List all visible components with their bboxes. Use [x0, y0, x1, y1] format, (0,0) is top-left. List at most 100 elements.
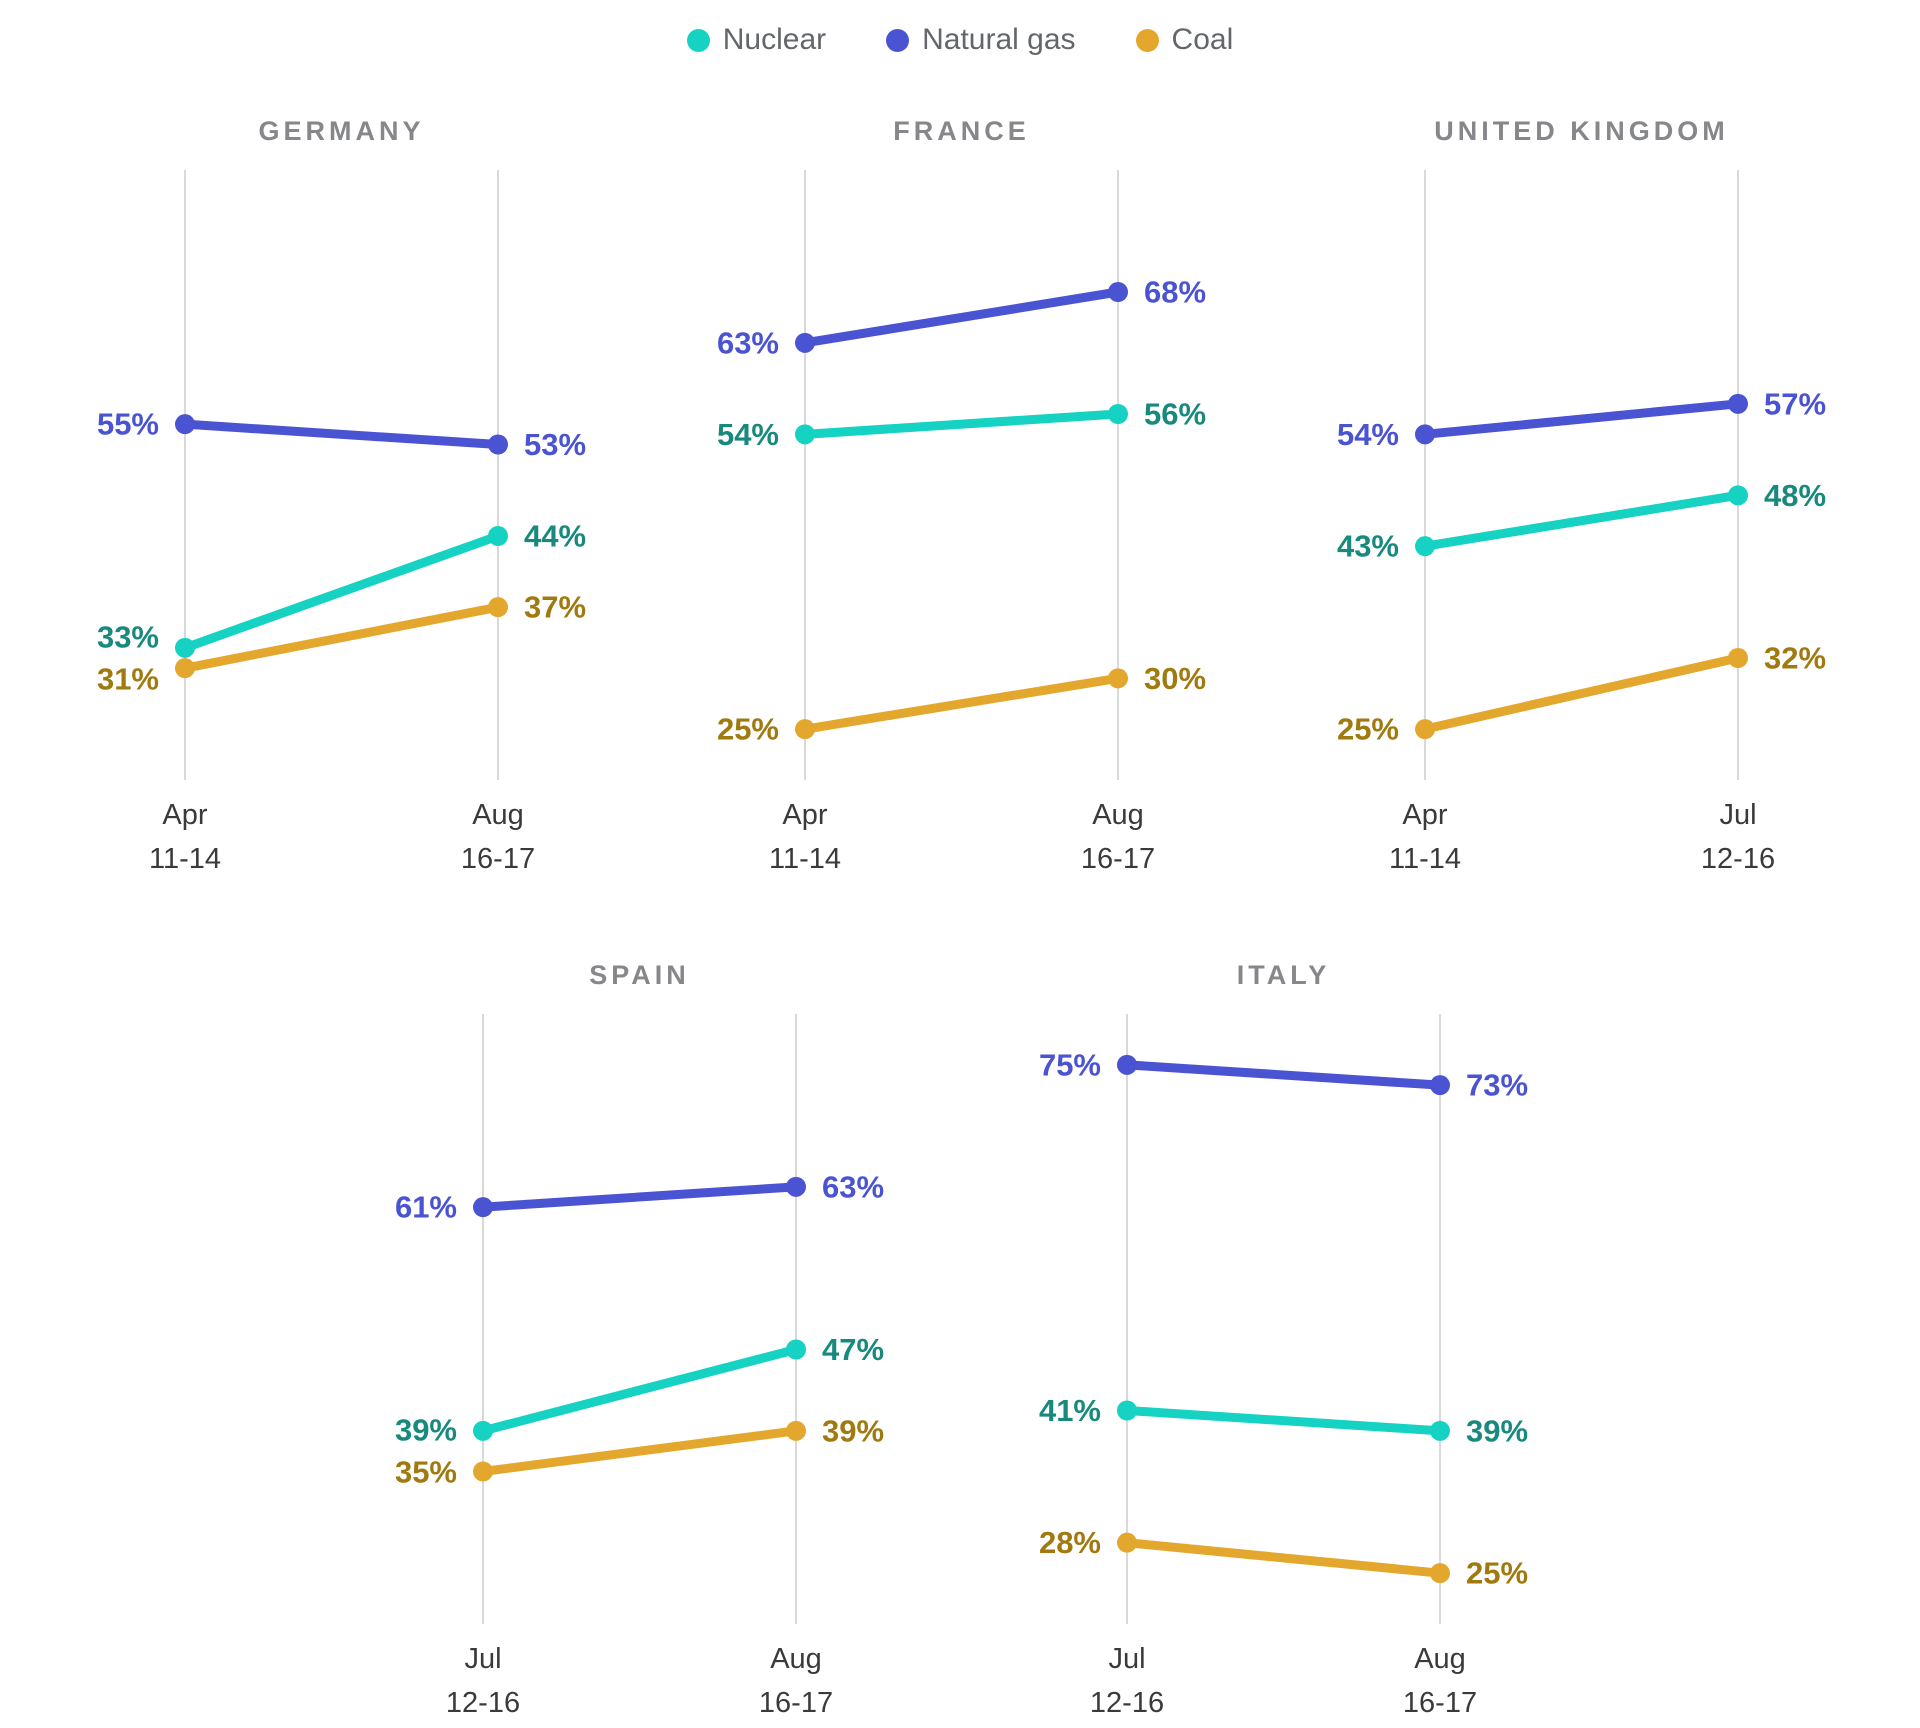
x-tick-month: Apr [162, 799, 207, 831]
chart-title: SPAIN [589, 960, 690, 990]
value-label: 63% [822, 1169, 884, 1204]
value-label: 56% [1144, 397, 1206, 432]
slope-chart-germany: GERMANY Apr 11-14 Aug 16-17 55% 33% 31% 53% 44% 37… [97, 116, 586, 875]
x-tick-days: 16-17 [1403, 1687, 1477, 1719]
nuclear-dot-icon [686, 28, 710, 52]
chart-panel-united-kingdom: UNITED KINGDOM Apr 11-14 Jul 12-16 54% 43% 25% 5… [1270, 100, 1890, 880]
x-tick-days: 16-17 [461, 843, 535, 875]
chart-panel-france: FRANCE Apr 11-14 Aug 16-17 63% 54% 25% 68% 56% 30% [650, 100, 1270, 880]
value-label: 55% [97, 407, 159, 442]
data-point [175, 414, 195, 435]
data-point [1728, 393, 1748, 414]
value-label: 30% [1144, 661, 1206, 696]
value-label: 54% [1337, 417, 1399, 452]
value-label: 32% [1764, 641, 1826, 676]
charts-row-top: GERMANY Apr 11-14 Aug 16-17 55% 33% 31% 53% 44% 37… [0, 100, 1920, 880]
value-label: 25% [717, 712, 779, 747]
x-tick-month: Apr [782, 799, 827, 831]
series-line-natural-gas [478, 1182, 801, 1212]
value-label: 25% [1337, 712, 1399, 747]
series-line-coal [180, 602, 503, 673]
series-line-natural-gas [1420, 399, 1743, 439]
data-point [1430, 1075, 1450, 1096]
data-point [786, 1339, 806, 1360]
value-label: 41% [1039, 1393, 1101, 1428]
series-line-nuclear [180, 531, 503, 653]
chart-title: UNITED KINGDOM [1434, 116, 1729, 146]
x-tick-month: Aug [770, 1643, 822, 1675]
series-line-natural-gas [1122, 1060, 1445, 1090]
data-point [473, 1420, 493, 1441]
x-tick-month: Aug [1414, 1643, 1466, 1675]
data-point [1108, 404, 1128, 424]
data-point [473, 1461, 493, 1482]
data-point [1117, 1532, 1137, 1553]
x-tick-month: Jul [1719, 799, 1756, 831]
x-tick-month: Jul [1108, 1643, 1145, 1675]
value-label: 63% [717, 325, 779, 360]
data-point [1415, 719, 1435, 740]
chart-title: FRANCE [893, 116, 1030, 146]
coal-dot-icon [1135, 28, 1159, 52]
data-point [1728, 648, 1748, 668]
legend-item-natural-gas: Natural gas [886, 23, 1076, 57]
data-point [473, 1197, 493, 1218]
value-label: 48% [1764, 478, 1826, 513]
data-point [1415, 536, 1435, 557]
value-label: 39% [1466, 1413, 1528, 1448]
legend-item-coal: Coal [1135, 23, 1233, 57]
x-tick-month: Aug [1092, 799, 1144, 831]
legend: Nuclear Natural gas Coal [0, 0, 1920, 60]
series-line-natural-gas [800, 287, 1123, 348]
series-line-coal [1122, 1538, 1445, 1578]
x-tick-month: Apr [1402, 799, 1447, 831]
value-label: 54% [717, 417, 779, 452]
value-label: 25% [1466, 1556, 1528, 1591]
legend-label-nuclear: Nuclear [722, 23, 827, 56]
data-point [488, 526, 508, 546]
value-label: 73% [1466, 1068, 1528, 1103]
data-point [786, 1420, 806, 1441]
series-line-nuclear [800, 409, 1123, 439]
data-point [488, 434, 508, 455]
series-line-coal [478, 1426, 801, 1476]
data-point [1415, 424, 1435, 445]
series-line-coal [800, 673, 1123, 734]
charts-row-bottom: SPAIN Jul 12-16 Aug 16-17 61% 39% 35% 63% 47% 39% I… [0, 944, 1920, 1724]
x-tick-month: Aug [472, 799, 524, 831]
value-label: 37% [524, 590, 586, 625]
series-line-nuclear [478, 1345, 801, 1436]
data-point [1108, 668, 1128, 689]
value-label: 28% [1039, 1525, 1101, 1560]
x-tick-days: 16-17 [759, 1687, 833, 1719]
value-label: 61% [395, 1190, 457, 1225]
chart-panel-spain: SPAIN Jul 12-16 Aug 16-17 61% 39% 35% 63% 47% 39% [328, 944, 948, 1724]
data-point [786, 1176, 806, 1197]
data-point [1430, 1563, 1450, 1584]
value-label: 44% [524, 519, 586, 554]
x-tick-days: 16-17 [1081, 843, 1155, 875]
chart-title: GERMANY [258, 116, 424, 146]
data-point [175, 658, 195, 679]
value-label: 68% [1144, 275, 1206, 310]
value-label: 75% [1039, 1047, 1101, 1082]
x-tick-days: 11-14 [1389, 843, 1461, 875]
x-tick-days: 12-16 [1701, 843, 1775, 875]
chart-panel-germany: GERMANY Apr 11-14 Aug 16-17 55% 33% 31% 53% 44% 37… [30, 100, 650, 880]
value-label: 33% [97, 620, 159, 655]
legend-item-nuclear: Nuclear [686, 23, 827, 57]
value-label: 53% [524, 427, 586, 462]
value-label: 39% [395, 1413, 457, 1448]
data-point [795, 332, 815, 353]
x-tick-days: 12-16 [446, 1687, 520, 1719]
data-point [795, 424, 815, 445]
series-line-nuclear [1122, 1406, 1445, 1436]
value-label: 31% [97, 662, 159, 697]
slope-chart-united-kingdom: UNITED KINGDOM Apr 11-14 Jul 12-16 54% 43% 25% 5… [1337, 116, 1826, 875]
series-line-coal [1420, 653, 1743, 734]
value-label: 35% [395, 1455, 457, 1490]
data-point [175, 637, 195, 658]
series-line-nuclear [1420, 490, 1743, 551]
legend-label-natural-gas: Natural gas [922, 23, 1076, 56]
x-tick-month: Jul [464, 1643, 501, 1675]
